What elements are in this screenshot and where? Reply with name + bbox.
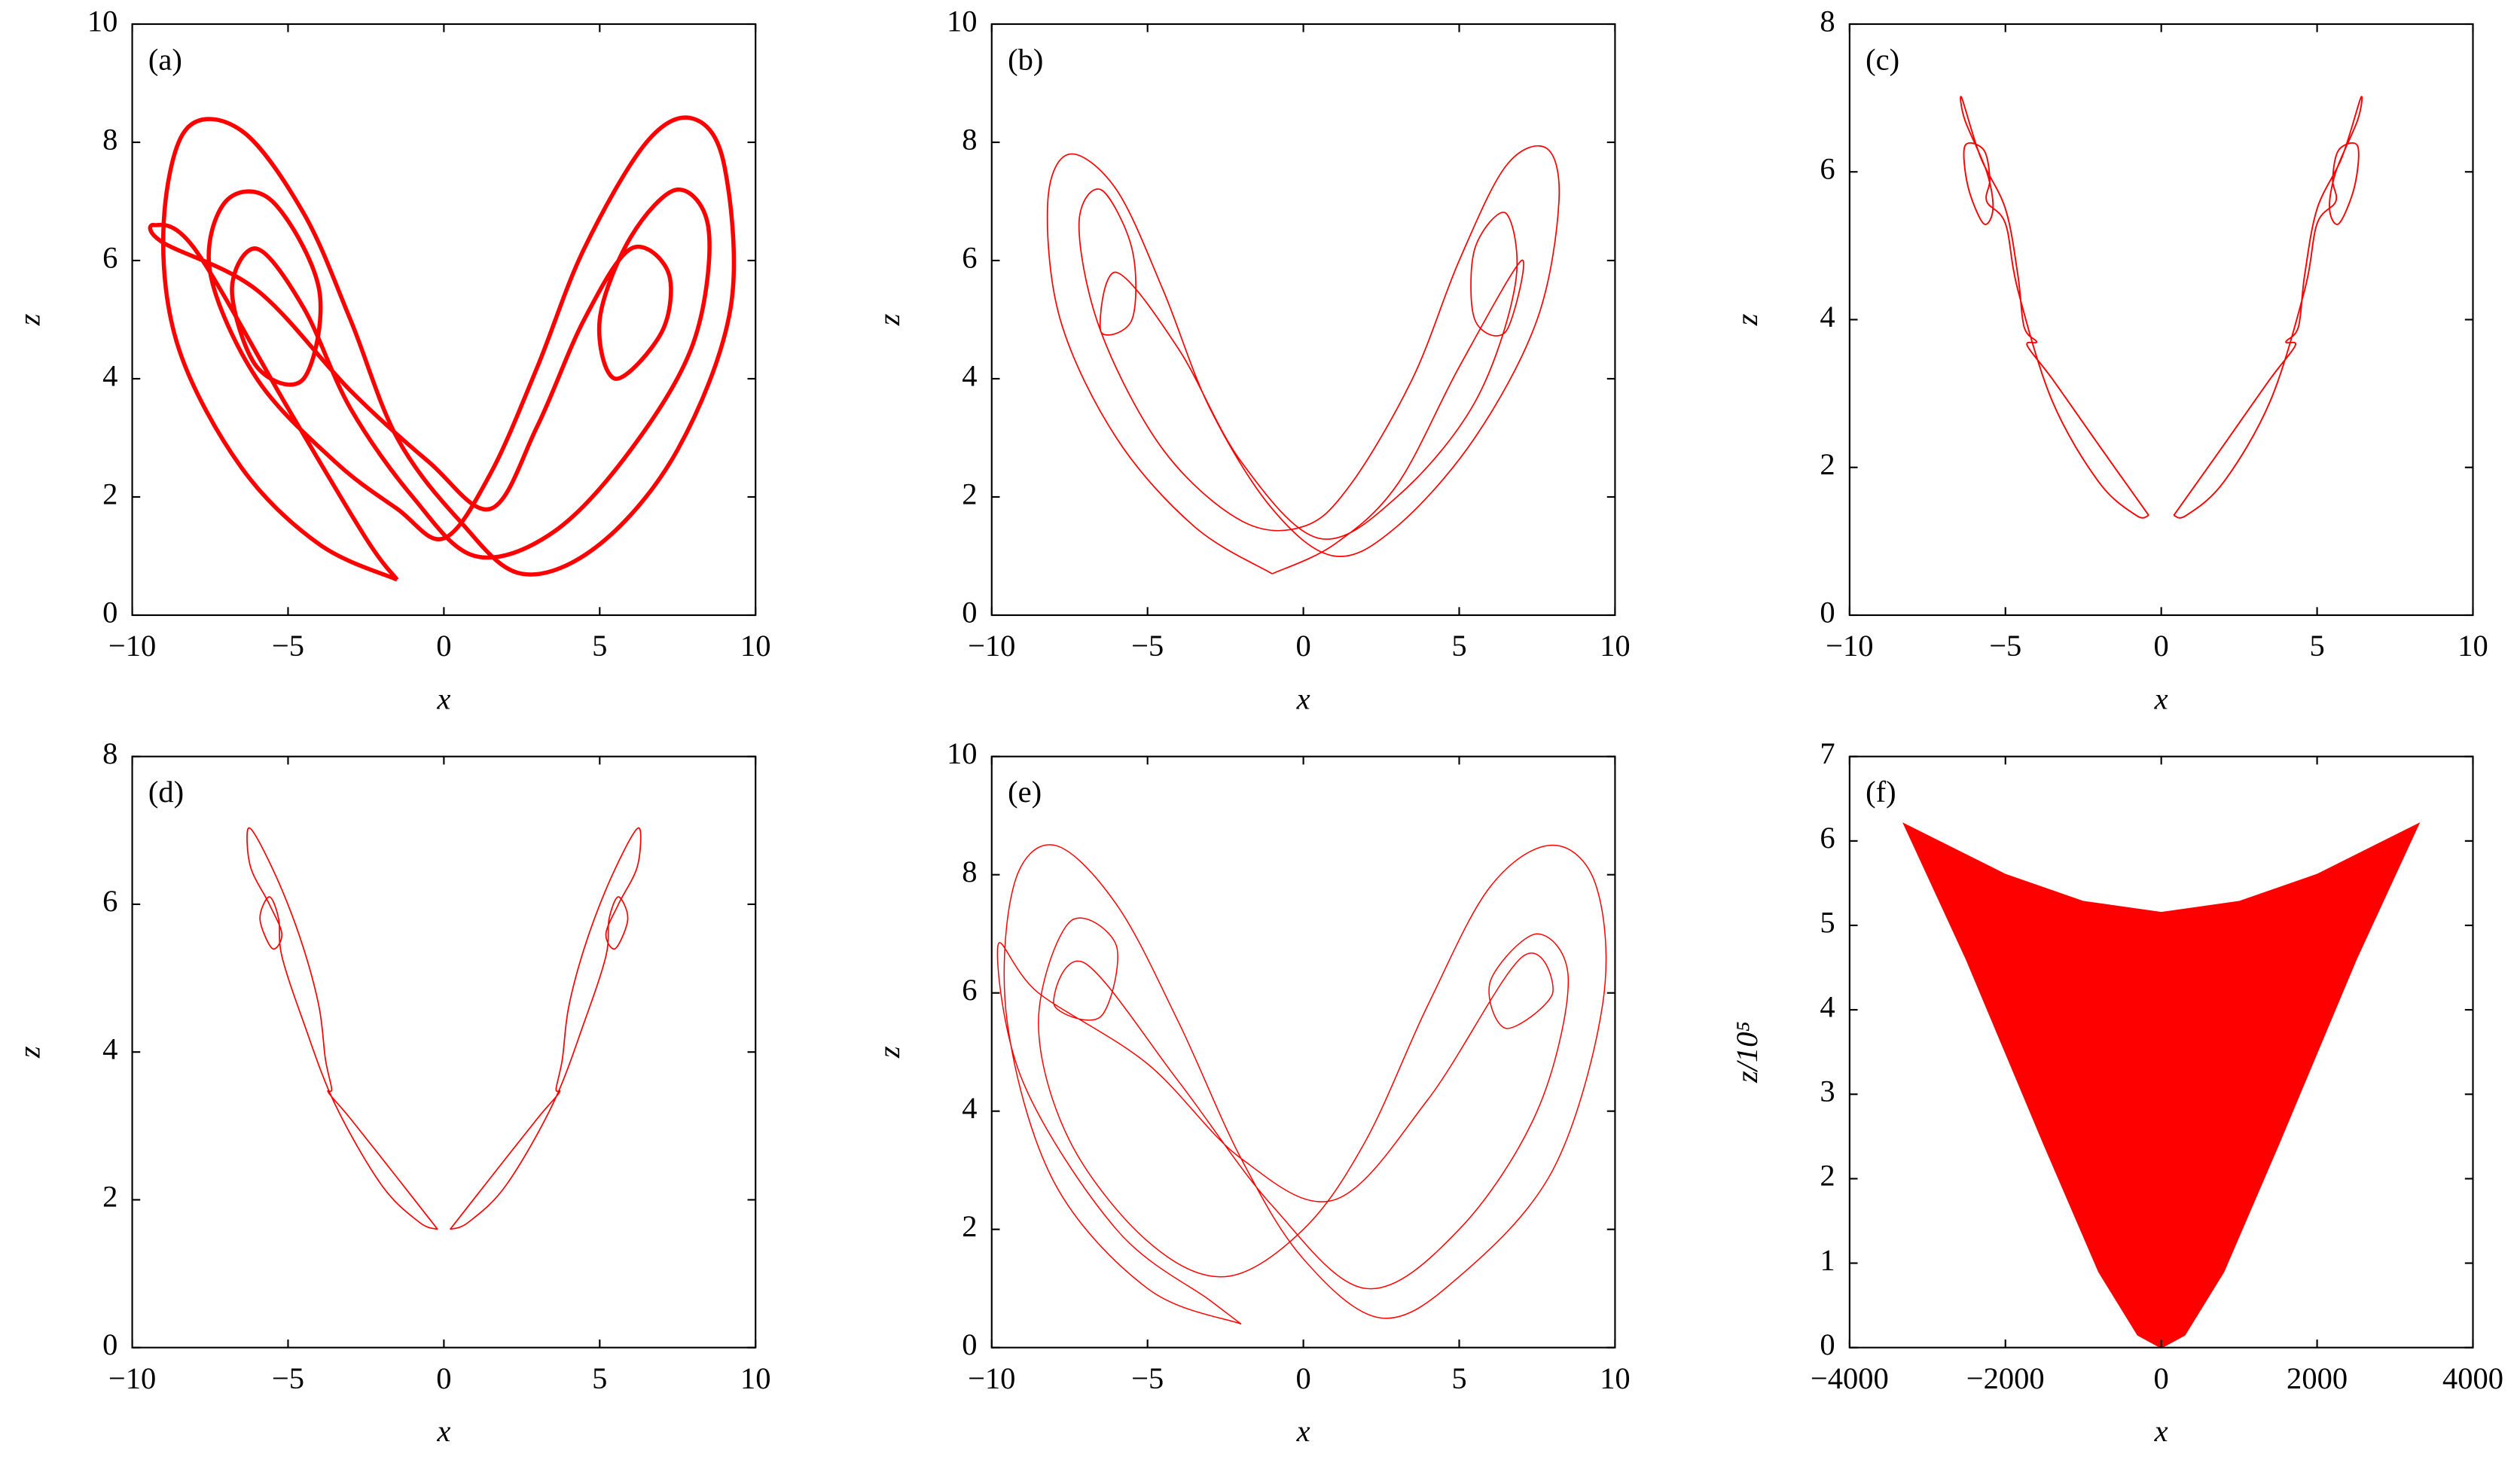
panel: −10 −5 0 5 10 0 2 4 6 8 10 x z (b): [872, 4, 1631, 715]
y-tick-label: 0: [102, 595, 117, 629]
y-tick-label: 0: [962, 1327, 977, 1361]
panel: −10 −5 0 5 10 0 2 4 6 8 10 x z (e): [872, 736, 1631, 1448]
trajectory: [1046, 145, 1561, 575]
y-tick-label: 6: [102, 884, 117, 918]
x-axis-label: x: [1296, 1414, 1310, 1448]
y-tick-label: 8: [102, 122, 117, 156]
y-tick-label: 0: [1820, 1327, 1835, 1361]
panel: −10 −5 0 5 10 0 2 4 6 8 x z (d): [13, 736, 771, 1448]
y-tick-label: 0: [102, 1327, 117, 1361]
y-tick-label: 2: [102, 477, 117, 511]
y-tick-label: 4: [962, 358, 977, 392]
x-tick-label: 10: [2457, 629, 2488, 663]
panel-label: (a): [148, 42, 182, 76]
y-tick-label: 4: [102, 358, 117, 392]
y-axis-label: z: [13, 313, 47, 326]
panel-label: (c): [1866, 42, 1899, 76]
y-tick-label: 2: [1820, 447, 1835, 481]
y-tick-label: 2: [962, 1209, 977, 1243]
x-tick-label: −5: [1989, 629, 2021, 663]
y-tick-label: 6: [102, 240, 117, 274]
y-tick-label: 3: [1820, 1074, 1835, 1108]
y-tick-label: 8: [102, 736, 117, 770]
trajectory: [246, 827, 642, 1230]
x-tick-label: −5: [272, 1361, 304, 1395]
x-tick-label: 0: [1295, 629, 1310, 663]
y-axis-label: z: [872, 1046, 906, 1059]
panel-label: (e): [1008, 775, 1042, 809]
panel-label: (b): [1008, 42, 1043, 76]
x-tick-label: 5: [1451, 1361, 1466, 1395]
x-tick-label: 0: [436, 1361, 451, 1395]
y-tick-label: 7: [1820, 736, 1835, 770]
x-tick-label: −10: [968, 629, 1015, 663]
y-tick-label: 10: [947, 736, 978, 770]
x-tick-label: 5: [592, 629, 607, 663]
y-axis-label: z/10⁵: [1730, 1021, 1764, 1084]
axes-frame: [131, 755, 757, 1349]
panel-label: (f): [1866, 775, 1896, 809]
panel: −4000 −2000 0 2000 4000 0 1 2 3 4 5 6 7 x z/10⁵ (f): [1730, 736, 2503, 1448]
y-tick-label: 6: [1820, 821, 1835, 855]
y-tick-label: 10: [947, 4, 978, 38]
y-tick-label: 2: [1820, 1159, 1835, 1193]
x-tick-label: −10: [1826, 629, 1873, 663]
y-tick-label: 10: [87, 4, 118, 38]
y-tick-label: 4: [1820, 989, 1835, 1023]
y-tick-label: 2: [962, 477, 977, 511]
y-tick-label: 8: [1820, 4, 1835, 38]
y-tick-label: 0: [1820, 595, 1835, 629]
x-tick-label: 5: [1451, 629, 1466, 663]
x-tick-label: −5: [272, 629, 304, 663]
x-tick-label: −4000: [1811, 1361, 1889, 1395]
y-axis-label: z: [872, 313, 906, 326]
x-tick-label: −10: [108, 1361, 156, 1395]
x-tick-label: 0: [2154, 1361, 2169, 1395]
y-tick-label: 5: [1820, 905, 1835, 939]
panel: −10 −5 0 5 10 0 2 4 6 8 x z (c): [1730, 4, 2488, 715]
x-tick-label: −10: [108, 629, 156, 663]
x-tick-label: −10: [968, 1361, 1015, 1395]
y-tick-label: 8: [962, 855, 977, 888]
y-tick-label: 2: [102, 1180, 117, 1214]
x-tick-label: −5: [1131, 629, 1164, 663]
x-axis-label: x: [436, 681, 450, 715]
y-tick-label: 8: [962, 122, 977, 156]
x-tick-label: 0: [2154, 629, 2169, 663]
y-tick-label: 4: [1820, 300, 1835, 334]
trajectory: [1960, 96, 2363, 519]
y-tick-label: 6: [1820, 152, 1835, 186]
x-tick-label: 0: [436, 629, 451, 663]
axes-frame: [1848, 23, 2474, 617]
x-axis-label: x: [1296, 681, 1310, 715]
x-tick-label: 5: [2309, 629, 2324, 663]
x-tick-label: 0: [1295, 1361, 1310, 1395]
x-tick-label: 4000: [2442, 1361, 2503, 1395]
y-tick-label: 4: [962, 1091, 977, 1125]
y-axis-label: z: [13, 1046, 47, 1059]
x-tick-label: −2000: [1966, 1361, 2045, 1395]
x-tick-label: −5: [1131, 1361, 1164, 1395]
x-axis-label: x: [2154, 1414, 2168, 1448]
y-tick-label: 1: [1820, 1243, 1835, 1277]
x-tick-label: 10: [1600, 1361, 1631, 1395]
filled-region: [1902, 822, 2421, 1348]
y-tick-label: 6: [962, 240, 977, 274]
y-tick-label: 4: [102, 1032, 117, 1065]
panel: −10 −5 0 5 10 0 2 4 6 8 10 x z (a): [13, 4, 771, 715]
trajectory: [148, 115, 737, 582]
y-tick-label: 0: [962, 595, 977, 629]
y-axis-label: z: [1730, 313, 1764, 326]
trajectory: [996, 844, 1607, 1324]
x-axis-label: x: [2154, 681, 2168, 715]
panel-label: (d): [148, 775, 184, 809]
x-tick-label: 10: [1600, 629, 1631, 663]
x-tick-label: 2000: [2287, 1361, 2348, 1395]
y-tick-label: 6: [962, 973, 977, 1007]
x-tick-label: 5: [592, 1361, 607, 1395]
x-tick-label: 10: [740, 629, 771, 663]
x-axis-label: x: [436, 1414, 450, 1448]
x-tick-label: 10: [740, 1361, 771, 1395]
